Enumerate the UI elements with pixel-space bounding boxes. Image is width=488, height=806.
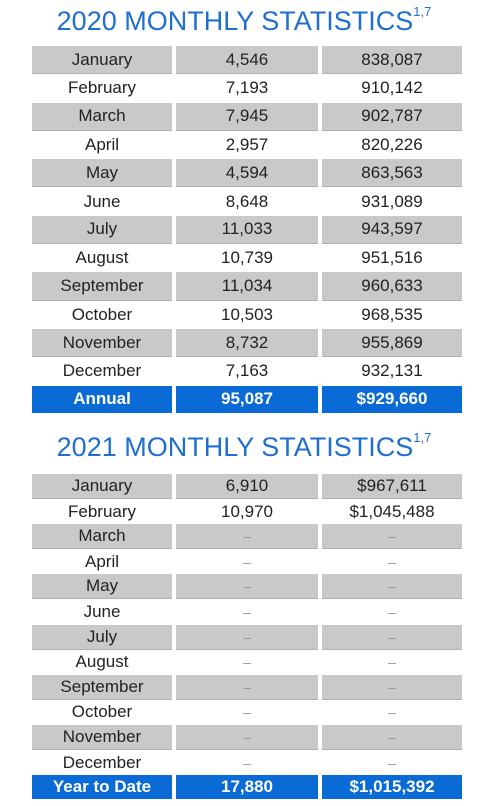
table-cell: September (32, 674, 172, 700)
table-cell: 2,957 (225, 135, 269, 155)
table-cell: 820,226 (361, 135, 423, 155)
table-cell: – (243, 754, 251, 771)
table-cell: – (388, 604, 396, 621)
table-cell: 910,142 (361, 78, 423, 98)
table-cell: 7,163 (225, 361, 269, 381)
title-superscript: 1,7 (413, 430, 432, 445)
table-cell: July (32, 624, 172, 650)
table-cell: December (62, 752, 142, 772)
table-cell: – (388, 704, 396, 721)
table-cell: 8,732 (176, 329, 318, 358)
table-cell: – (176, 574, 318, 600)
table-cell: – (243, 604, 251, 621)
table-cell: 931,089 (361, 191, 423, 211)
table-cell: April (84, 135, 119, 155)
table-cell: – (176, 725, 318, 751)
total-cell: 17,880 (176, 775, 318, 800)
table-cell: 838,087 (322, 46, 462, 75)
title-text: 2020 MONTHLY STATISTICS (56, 6, 414, 36)
table-cell: 4,594 (176, 159, 318, 188)
table-cell: September (32, 272, 172, 301)
table-cell: July (32, 215, 172, 245)
table-cell: – (322, 725, 462, 751)
table-cell: June (83, 602, 121, 622)
table-title: 2020 MONTHLY STATISTICS1,7 (0, 4, 488, 37)
table-cell: October (71, 304, 133, 324)
table-cell: $1,045,488 (349, 501, 435, 521)
table-title: 2021 MONTHLY STATISTICS1,7 (0, 430, 488, 463)
table-cell: May (32, 159, 172, 188)
table-cell: March (32, 102, 172, 131)
table-cell: – (322, 674, 462, 700)
table-cell: 10,503 (221, 304, 273, 324)
table-cell: 960,633 (322, 272, 462, 301)
table-cell: January (32, 46, 172, 75)
table-cell: – (243, 704, 251, 721)
table-cell: 11,034 (176, 272, 318, 301)
table-cell: 4,546 (176, 46, 318, 75)
table-cell: 8,648 (225, 191, 269, 211)
total-cell: Annual (32, 385, 172, 413)
total-cell: $1,015,392 (322, 775, 462, 800)
table-cell: November (32, 725, 172, 751)
table-cell: August (75, 248, 129, 268)
table-cell: November (32, 329, 172, 358)
table-cell: – (243, 654, 251, 671)
table-cell: 943,597 (322, 215, 462, 245)
table-cell: January (32, 474, 172, 500)
table-cell: 11,033 (176, 215, 318, 245)
table-cell: August (75, 652, 129, 672)
table-cell: 7,193 (225, 78, 269, 98)
table-cell: April (84, 551, 119, 571)
table-cell: $967,611 (322, 474, 462, 500)
table-cell: 902,787 (322, 102, 462, 131)
table-cell: 951,516 (361, 248, 423, 268)
table-cell: 10,739 (221, 248, 273, 268)
table-cell: 6,910 (176, 474, 318, 500)
table-cell: March (32, 524, 172, 550)
table-cell: – (243, 553, 251, 570)
total-cell: Year to Date (32, 775, 172, 800)
table-cell: – (388, 754, 396, 771)
table-cell: June (83, 191, 121, 211)
table-cell: February (67, 78, 137, 98)
table-cell: 955,869 (322, 329, 462, 358)
table-cell: May (32, 574, 172, 600)
table-cell: – (176, 674, 318, 700)
table-cell: – (322, 524, 462, 550)
table-cell: – (322, 574, 462, 600)
table-cell: 968,535 (361, 304, 423, 324)
table-cell: – (176, 524, 318, 550)
title-superscript: 1,7 (413, 4, 432, 19)
table-cell: 7,945 (176, 102, 318, 131)
table-cell: – (176, 624, 318, 650)
table-cell: October (71, 702, 133, 722)
table-cell: 932,131 (361, 361, 423, 381)
total-cell: 95,087 (176, 385, 318, 413)
table-cell: – (388, 553, 396, 570)
table-cell: February (67, 501, 137, 521)
table-cell: December (62, 361, 142, 381)
total-cell: $929,660 (322, 385, 462, 413)
table-cell: 10,970 (221, 501, 273, 521)
table-cell: – (322, 624, 462, 650)
table-cell: 863,563 (322, 159, 462, 188)
title-text: 2021 MONTHLY STATISTICS (56, 432, 414, 462)
table-cell: – (388, 654, 396, 671)
